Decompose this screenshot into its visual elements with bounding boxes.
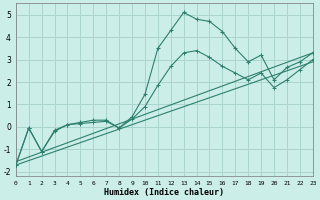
X-axis label: Humidex (Indice chaleur): Humidex (Indice chaleur) xyxy=(104,188,224,197)
